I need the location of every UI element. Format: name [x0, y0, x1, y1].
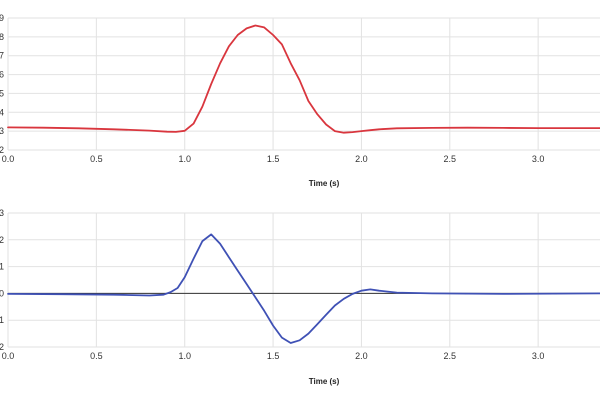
x-axis-label: Time (s) [309, 377, 340, 386]
x-tick-label: 3.0 [532, 351, 545, 361]
x-tick-label: 0.5 [90, 351, 103, 361]
y-tick-label: 9 [0, 13, 4, 23]
x-tick-label: 2.0 [355, 154, 368, 164]
chart-blood-pressure: 2 3 4 5 6 7 8 9 0.0 0.5 1.0 1.5 2.0 2.5 3.0 Time (s) [0, 13, 600, 188]
x-tick-label: 2.0 [355, 351, 368, 361]
y-tick-label: -1 [0, 315, 4, 325]
y-tick-label: 1 [0, 262, 4, 272]
y-tick-label: 5 [0, 88, 4, 98]
series-line [7, 24, 600, 134]
x-axis-label: Time (s) [309, 179, 340, 188]
x-tick-label: 1.0 [178, 154, 191, 164]
x-tick-label: 1.0 [178, 351, 191, 361]
y-tick-label: 0 [0, 288, 4, 298]
x-tick-label: 1.5 [267, 154, 280, 164]
x-tick-label: 2.5 [444, 154, 457, 164]
chart-derivative: -2 -1 0 1 2 3 0.0 0.5 1.0 1.5 2.0 2.5 3.0 Time (s) [0, 208, 600, 386]
x-tick-label: 0.0 [2, 154, 15, 164]
y-tick-label: 4 [0, 107, 4, 117]
x-tick-label: 1.5 [267, 351, 280, 361]
x-tick-label: 3.0 [532, 154, 545, 164]
y-tick-label: 2 [0, 145, 4, 155]
y-tick-label: 7 [0, 51, 4, 61]
y-tick-label: 2 [0, 235, 4, 245]
x-tick-label: 0.0 [2, 351, 15, 361]
y-tick-label: 3 [0, 208, 4, 218]
x-tick-label: 0.5 [90, 154, 103, 164]
x-tick-label: 2.5 [444, 351, 457, 361]
y-tick-label: 6 [0, 70, 4, 80]
series-line [7, 233, 600, 344]
y-tick-label: 8 [0, 32, 4, 42]
y-tick-label: 3 [0, 126, 4, 136]
y-tick-label: -2 [0, 342, 4, 352]
